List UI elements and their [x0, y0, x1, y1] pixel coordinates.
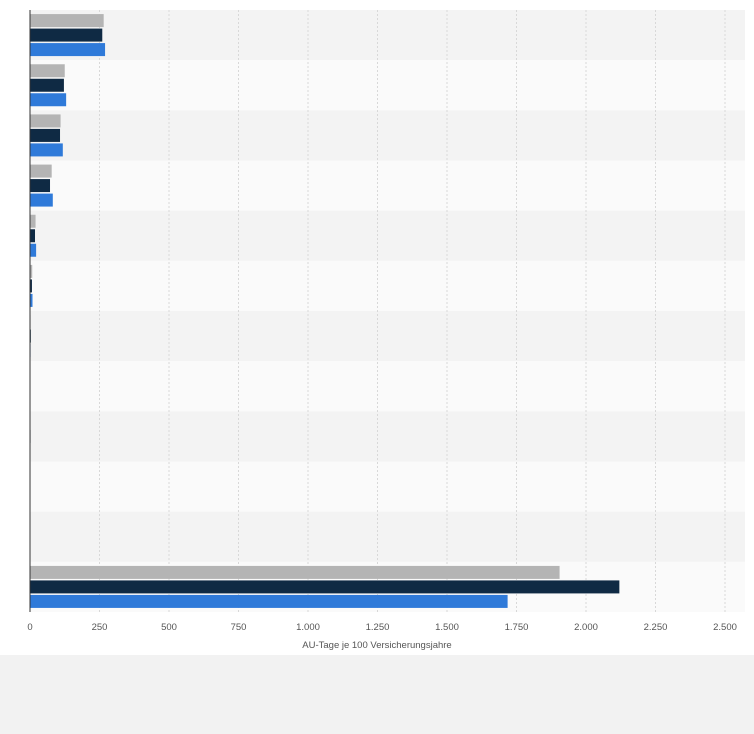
row-band	[30, 110, 745, 160]
bar	[30, 580, 619, 593]
bar	[30, 179, 50, 192]
x-tick-label: 250	[92, 622, 108, 633]
bar	[30, 215, 36, 228]
bar	[30, 29, 102, 42]
x-tick-label: 2.250	[644, 622, 668, 633]
bar	[30, 566, 560, 579]
x-axis-label: AU-Tage je 100 Versicherungsjahre	[302, 640, 451, 651]
bar	[30, 194, 53, 207]
row-band	[30, 361, 745, 411]
x-tick-label: 500	[161, 622, 177, 633]
row-band	[30, 512, 745, 562]
bar	[30, 14, 104, 27]
row-band	[30, 161, 745, 211]
row-band	[30, 411, 745, 461]
bar	[30, 43, 105, 56]
x-tick-label: 1.000	[296, 622, 320, 633]
bar	[30, 244, 36, 257]
bar	[30, 229, 35, 242]
x-tick-label: 750	[231, 622, 247, 633]
x-tick-label: 2.500	[713, 622, 737, 633]
x-tick-label: 2.000	[574, 622, 598, 633]
bar	[30, 595, 508, 608]
bar	[30, 129, 60, 142]
row-band	[30, 10, 745, 60]
bar	[30, 64, 65, 77]
row-band	[30, 60, 745, 110]
row-band	[30, 462, 745, 512]
row-band	[30, 211, 745, 261]
bar	[30, 114, 61, 127]
bar	[30, 165, 52, 178]
x-tick-label: 1.750	[505, 622, 529, 633]
x-tick-label: 0	[27, 622, 32, 633]
row-band	[30, 261, 745, 311]
bar	[30, 143, 63, 156]
bar	[30, 79, 64, 92]
x-tick-label: 1.250	[366, 622, 390, 633]
row-bands	[30, 10, 745, 612]
x-tick-label: 1.500	[435, 622, 459, 633]
bar	[30, 93, 66, 106]
row-band	[30, 311, 745, 361]
